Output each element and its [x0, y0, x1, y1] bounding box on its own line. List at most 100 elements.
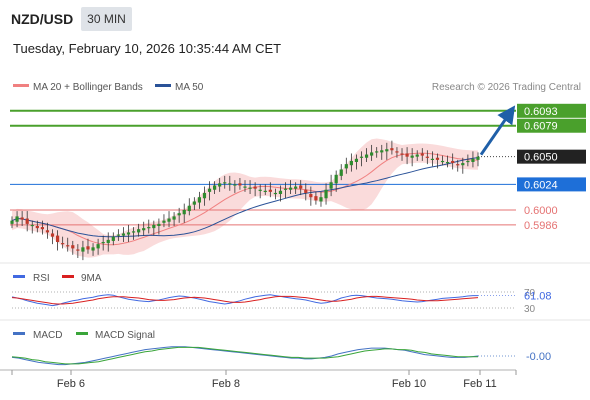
candle-body	[126, 232, 131, 235]
macd-value-label: -0.00	[526, 351, 551, 363]
candle-body	[86, 246, 90, 250]
candle-body	[76, 249, 80, 251]
candle-body	[309, 194, 313, 198]
macd-signal-legend-swatch	[76, 332, 88, 335]
candle-body	[334, 174, 338, 184]
candle-body	[425, 156, 429, 158]
candle	[354, 154, 359, 170]
candle	[101, 235, 105, 251]
candle	[71, 240, 75, 255]
candle	[243, 180, 247, 192]
candle	[456, 159, 460, 172]
candle-body	[451, 160, 455, 164]
candle-body	[299, 185, 303, 189]
candle-body	[25, 218, 29, 224]
support-1-label: 0.6000	[524, 205, 558, 217]
candle	[233, 180, 237, 193]
x-tick-label: Feb 11	[463, 378, 496, 390]
support-2-label: 0.5986	[524, 220, 558, 232]
rsi-ma-line	[11, 295, 479, 305]
candle-body	[121, 233, 126, 236]
candle-body	[370, 152, 374, 156]
rsi-legend-label: RSI	[33, 273, 50, 284]
ma50-legend-label: MA 50	[175, 82, 204, 93]
candle	[248, 180, 252, 194]
candle	[314, 191, 318, 205]
candle	[81, 240, 85, 261]
candle-body	[202, 192, 207, 199]
ma50-legend-swatch	[155, 84, 171, 87]
candle-body	[278, 190, 283, 194]
candle	[147, 219, 151, 234]
candle	[319, 191, 323, 207]
candle	[167, 211, 171, 228]
candle	[192, 197, 196, 210]
candle	[273, 188, 277, 200]
candle-body	[116, 234, 120, 236]
candle-body	[192, 201, 196, 205]
candle-body	[152, 224, 156, 229]
candle	[10, 216, 14, 229]
candle-body	[263, 190, 267, 192]
x-tick-label: Feb 6	[57, 378, 85, 390]
candle	[55, 230, 60, 251]
candle	[390, 140, 394, 155]
candle-body	[283, 188, 288, 190]
candle	[349, 153, 353, 172]
macd-line	[11, 346, 479, 366]
candle-body	[197, 197, 202, 203]
candle	[86, 238, 90, 254]
candle	[131, 227, 136, 240]
macd-signal-legend-label: MACD Signal	[95, 330, 155, 341]
candle-body	[405, 153, 409, 157]
macd-panel: -0.00	[11, 346, 551, 366]
candle-body	[349, 160, 353, 166]
candle-body	[359, 156, 364, 158]
candle-body	[50, 233, 55, 237]
candle-body	[167, 218, 171, 222]
candle	[339, 164, 343, 181]
candle-body	[415, 154, 419, 157]
timeframe-badge[interactable]: 30 MIN	[81, 7, 132, 31]
candle-body	[430, 158, 435, 160]
candle-body	[466, 160, 470, 163]
candle-body	[40, 227, 44, 230]
candle	[288, 180, 293, 194]
candle	[299, 180, 303, 196]
candle-body	[137, 229, 141, 233]
rsi-line	[11, 294, 478, 307]
candle-body	[91, 247, 95, 251]
research-credit: Research © 2026 Trading Central	[432, 82, 581, 93]
candle	[440, 155, 445, 166]
candle-body	[81, 247, 85, 252]
candle	[187, 198, 191, 216]
candle-body	[182, 210, 186, 215]
candle-body	[380, 150, 384, 153]
resistance-1-label: 0.6079	[524, 121, 558, 133]
rsi-value-label: 61.08	[524, 291, 552, 303]
candle	[218, 178, 222, 192]
candle	[66, 237, 70, 252]
candle	[359, 151, 364, 167]
candle-body	[111, 236, 115, 241]
candle-body	[395, 151, 399, 153]
bollinger-band	[12, 138, 478, 258]
candle	[111, 232, 115, 246]
candle-body	[233, 184, 237, 186]
current-price-label-bg	[517, 149, 586, 164]
candle-body	[268, 189, 272, 192]
candle-body	[187, 205, 191, 212]
candle	[334, 170, 338, 192]
candle	[268, 182, 272, 198]
macd-legend-swatch	[13, 332, 25, 335]
candle-body	[131, 231, 136, 233]
candle	[451, 153, 455, 170]
rsi-level-label-30: 30	[524, 304, 536, 315]
candle-body	[35, 226, 39, 229]
candle-body	[218, 183, 222, 187]
candle	[40, 220, 44, 235]
candle	[329, 174, 333, 197]
candle	[446, 155, 450, 168]
candle-body	[10, 220, 14, 224]
candle	[400, 148, 404, 161]
